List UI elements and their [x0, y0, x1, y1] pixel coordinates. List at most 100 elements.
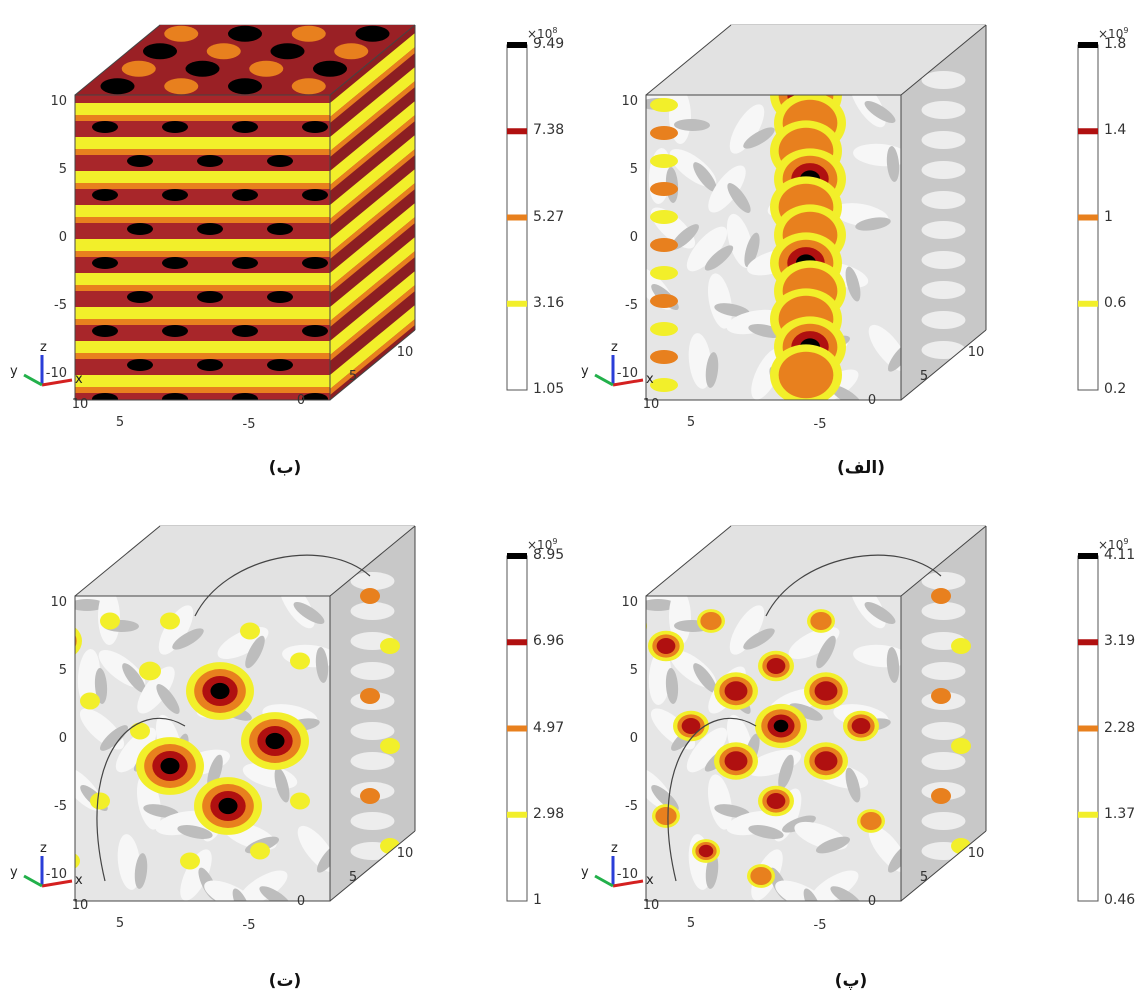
surface-shadow [100, 725, 128, 751]
z-tick-label: -10 [46, 867, 67, 882]
x-tick-label: 10 [397, 846, 414, 861]
surface-shadow [816, 635, 836, 669]
layer-band-mid [75, 353, 330, 359]
side-blob [931, 588, 951, 604]
surface-highlight [204, 880, 256, 901]
layer-core [267, 291, 293, 303]
triad-y-axis [594, 373, 614, 387]
x-tick-label: 10 [397, 345, 414, 360]
plot-3d-te: 10 5 0 -5 -10 10 5 0 -5 10 5 z x y [10, 525, 416, 933]
colorbar-level-label: 4.97 [533, 719, 565, 736]
layer-core [302, 121, 328, 133]
caption-te: (ت) [268, 971, 302, 991]
surface-shadow [845, 767, 861, 803]
surface-shadow [651, 784, 679, 812]
colorbar-te: ×109 8.95 6.96 4.97 2.98 1 [505, 537, 575, 926]
caption-b: (ب) [268, 458, 302, 478]
top-blob [228, 25, 262, 42]
box-top-face [646, 25, 986, 95]
colorbar-level-swatch [1078, 42, 1098, 48]
triad-z-label: z [611, 841, 618, 856]
side-face-features [330, 33, 415, 395]
isosurface-blob [290, 792, 310, 810]
box-top-face [646, 526, 986, 596]
isosurface-blob [80, 692, 100, 710]
edge-blob [650, 294, 678, 308]
side-highlight [921, 281, 966, 299]
isosurface-blob [700, 611, 722, 631]
layer-band-low [75, 307, 330, 319]
colorbar-level-swatch [507, 639, 527, 646]
box-front-edges [74, 595, 331, 902]
colorbar-level-swatch [507, 553, 527, 559]
surface-highlight [707, 774, 733, 830]
isosurface-blob [655, 806, 677, 826]
side-highlight [921, 602, 966, 620]
isosurface-blob [698, 844, 714, 858]
surface-highlight [729, 605, 765, 655]
side-face-features [921, 572, 971, 860]
z-tick-label: 0 [59, 731, 67, 746]
colorbar-level-swatch [507, 300, 527, 307]
z-tick-label: 5 [59, 162, 67, 177]
side-highlight [350, 812, 395, 830]
surface-shadow [693, 162, 717, 192]
plot-3d-pe: 10 5 0 -5 -10 10 5 0 -5 10 5 z x y [581, 525, 987, 933]
z-tick-label: -5 [54, 799, 67, 814]
top-blob [313, 60, 347, 77]
front-face-features [646, 95, 901, 400]
surface-shadow [207, 754, 223, 790]
layer-core [162, 121, 188, 133]
layer-band-mid [75, 183, 330, 189]
edge-blob [650, 98, 678, 112]
surface-highlight [686, 226, 728, 272]
box-edge [900, 329, 987, 401]
layer-band-low [75, 103, 330, 115]
box-front-edges [645, 595, 902, 902]
triad-x-label: x [75, 873, 83, 888]
guide-arc [96, 717, 186, 882]
layer-side-band [330, 169, 415, 253]
surface-highlight [688, 333, 712, 389]
isosurface-blob [139, 661, 161, 681]
x-tick-label: 0 [868, 393, 876, 408]
top-blob [100, 78, 135, 95]
caption-alef: (الف) [836, 458, 886, 478]
layer-side-band-mid [330, 285, 415, 361]
isosurface-blob [773, 719, 789, 733]
side-blob [931, 688, 951, 704]
colorbar-level-swatch [507, 725, 527, 732]
colorbar-level-swatch [507, 42, 527, 48]
box-top-face [75, 25, 415, 95]
layer-core [267, 155, 293, 167]
surface-highlight [158, 605, 194, 655]
colorbar-level-label: 3.16 [533, 294, 565, 311]
colorbar-b: ×108 9.49 7.38 5.27 3.16 1.05 [505, 26, 575, 415]
y-tick-label: 5 [687, 916, 695, 931]
edge-blob [650, 210, 678, 224]
side-highlight [921, 101, 966, 119]
box-edge [900, 830, 987, 902]
side-highlight [921, 572, 966, 590]
layer-core [92, 325, 118, 337]
surface-shadow [316, 843, 330, 873]
layer-core [197, 359, 223, 371]
layer-band-mid [75, 217, 330, 223]
surface-highlight [117, 834, 141, 890]
plot-3d-alef: 10 5 0 -5 -10 10 5 0 -5 10 5 z x y [581, 24, 987, 432]
isosurface-blob [265, 732, 285, 750]
side-face-features [350, 572, 400, 860]
surface-highlight [686, 727, 728, 773]
box-edge [900, 525, 987, 597]
colorbar-scale [1077, 553, 1099, 902]
triad-x-axis [612, 879, 644, 888]
surface-shadow [803, 888, 823, 901]
edge-blob [650, 350, 678, 364]
layer-band-low [75, 375, 330, 387]
colorbar-level-swatch [1078, 553, 1098, 559]
top-blob [228, 78, 262, 95]
isosurface-blob [646, 621, 647, 631]
colorbar-level-label: 5.27 [533, 208, 565, 225]
isosurface-blob [810, 611, 832, 631]
triad-x-axis [612, 378, 644, 387]
